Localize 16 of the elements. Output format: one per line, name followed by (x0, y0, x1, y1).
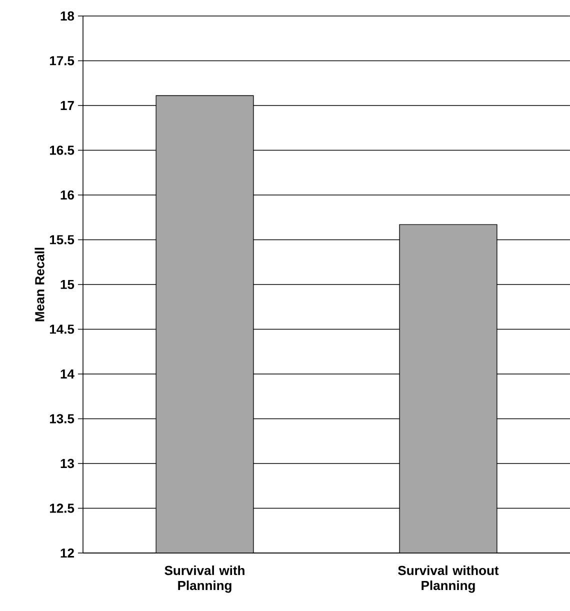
y-tick-label: 16.5 (50, 146, 74, 155)
y-axis-title: Mean Recall (34, 248, 44, 322)
y-tick-label: 16 (60, 190, 74, 200)
y-tick-label: 12.5 (50, 504, 74, 513)
y-tick-label: 15.5 (50, 235, 74, 244)
y-tick-label: 14.5 (50, 324, 74, 334)
y-tick-label: 13 (60, 458, 74, 468)
y-tick-label: 17 (60, 101, 74, 110)
y-tick-label: 15 (60, 280, 74, 290)
y-tick-label: 12 (60, 548, 74, 558)
y-tick-label: 14 (60, 370, 74, 378)
y-tick-label: 13.5 (50, 414, 74, 424)
x-tick-label: Survival with Planning (164, 566, 244, 593)
x-tick-label: Survival without Planning (398, 566, 499, 593)
y-tick-label: 17.5 (50, 56, 74, 66)
y-tick-label: 18 (60, 11, 74, 21)
